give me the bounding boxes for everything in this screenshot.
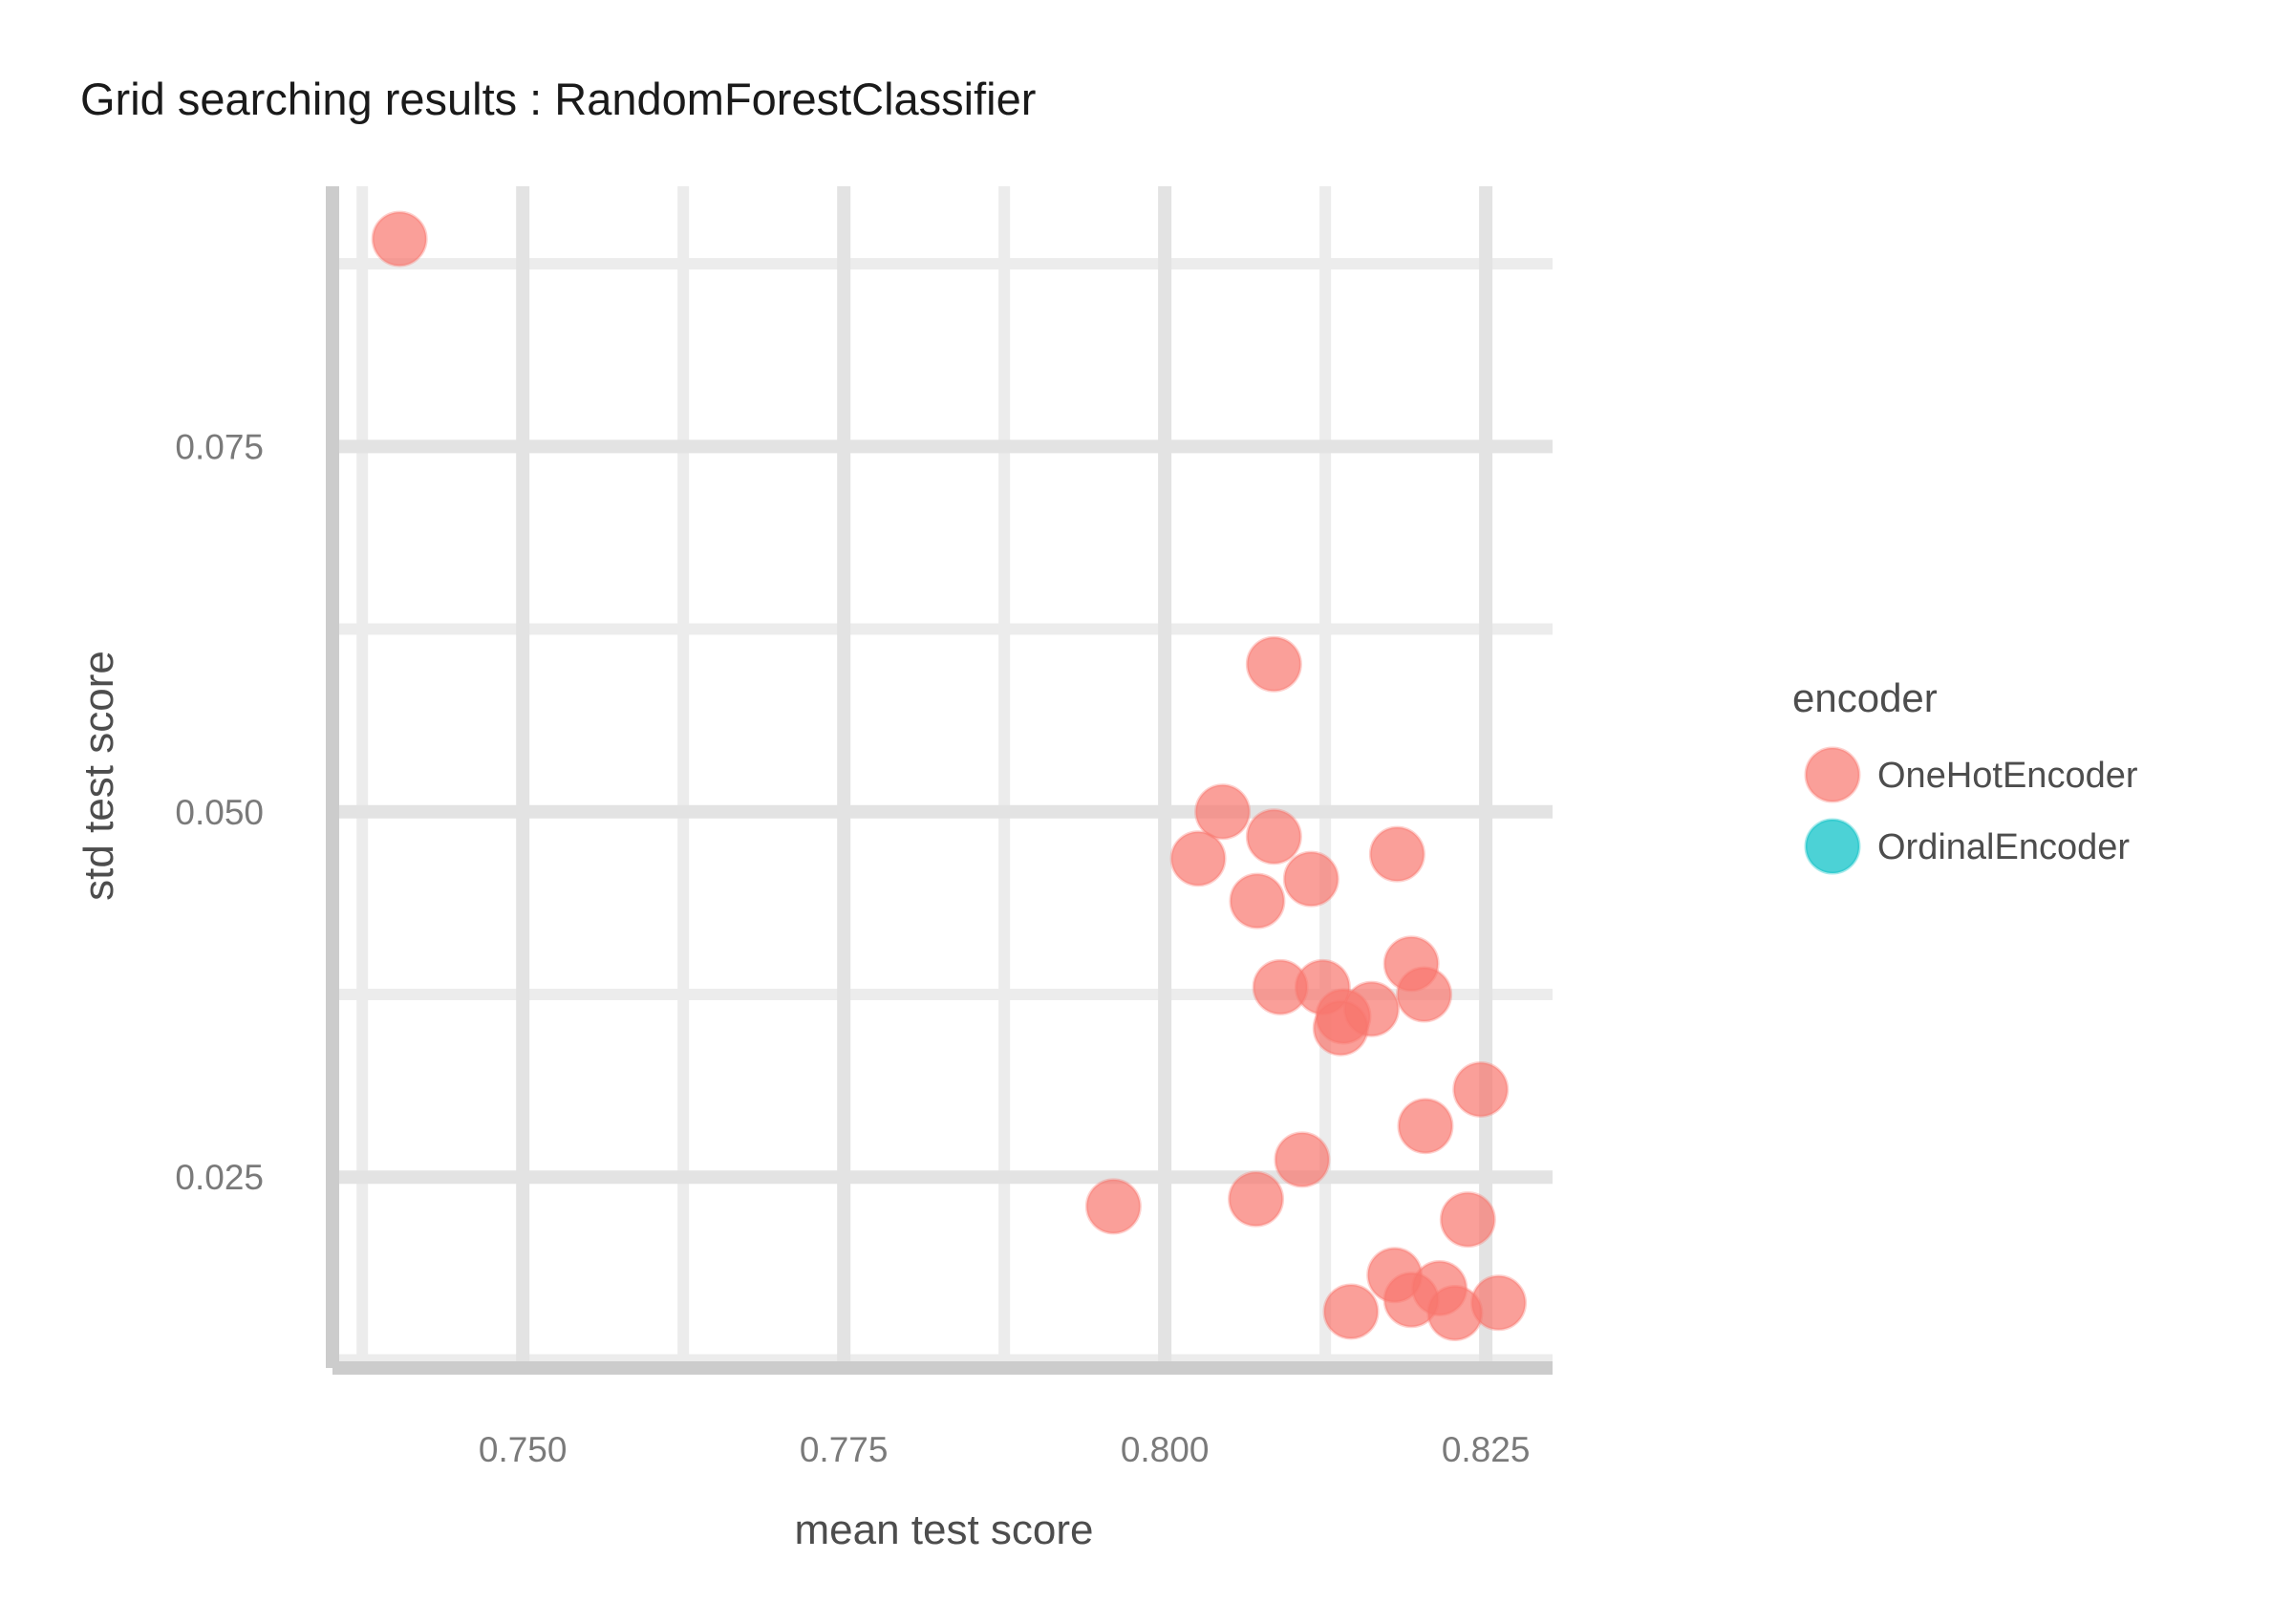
- data-point: [1426, 1285, 1484, 1342]
- y-tick-label: 0.050: [175, 793, 264, 832]
- y-tick-label: 0.025: [175, 1158, 264, 1197]
- x-axis-title: mean test score: [794, 1506, 1093, 1553]
- x-tick-label: 0.775: [800, 1430, 889, 1469]
- data-point: [1229, 872, 1286, 930]
- data-point: [371, 210, 428, 267]
- data-point: [1274, 1131, 1331, 1188]
- data-point: [1397, 1098, 1454, 1155]
- data-point: [1228, 1170, 1285, 1228]
- data-point: [1312, 999, 1369, 1057]
- data-point: [1282, 850, 1339, 908]
- y-tick-label: 0.075: [175, 427, 264, 466]
- data-point: [1169, 830, 1227, 887]
- legend-key: [1804, 746, 1861, 803]
- grid-lines: [339, 186, 1553, 1366]
- axes: [326, 186, 1553, 1375]
- data-point: [1368, 825, 1425, 883]
- y-axis-title: std test score: [75, 651, 122, 901]
- x-tick-label: 0.825: [1442, 1430, 1531, 1469]
- data-point: [1084, 1178, 1142, 1235]
- data-point: [1245, 808, 1302, 865]
- legend: encoder OneHotEncoder OrdinalEncoder: [1792, 675, 2138, 875]
- legend-label: OrdinalEncoder: [1877, 827, 2130, 867]
- data-point: [1439, 1191, 1496, 1249]
- data-point: [1396, 966, 1453, 1023]
- data-points: [371, 210, 1528, 1342]
- legend-title: encoder: [1792, 675, 1938, 720]
- data-point: [1245, 635, 1302, 693]
- legend-key: [1804, 818, 1861, 875]
- x-tick-label: 0.750: [479, 1430, 568, 1469]
- legend-label: OneHotEncoder: [1877, 756, 2138, 796]
- tick-labels: 0.750 0.775 0.800 0.825 0.025 0.050 0.075: [175, 427, 1530, 1469]
- data-point: [1452, 1060, 1510, 1118]
- chart-title: Grid searching results : RandomForestCla…: [80, 74, 1036, 124]
- x-tick-label: 0.800: [1121, 1430, 1210, 1469]
- data-point: [1194, 783, 1252, 841]
- data-point: [1322, 1283, 1380, 1340]
